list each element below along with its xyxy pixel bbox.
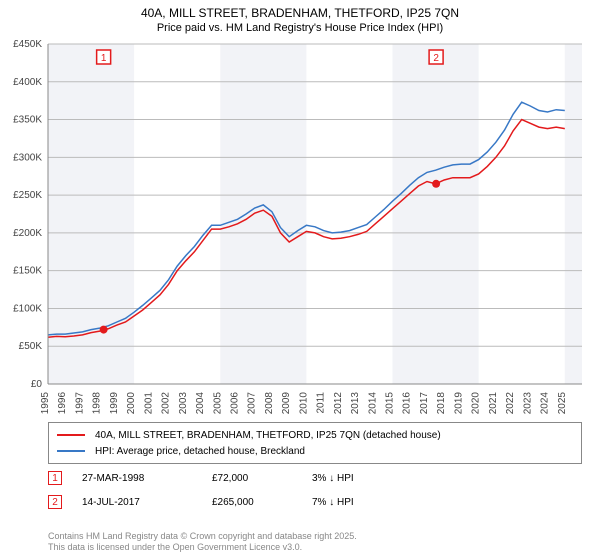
line-chart: £0£50K£100K£150K£200K£250K£300K£350K£400… [48, 44, 582, 384]
svg-text:2004: 2004 [195, 392, 206, 415]
svg-text:2005: 2005 [212, 392, 223, 415]
sale-date: 27-MAR-1998 [82, 473, 212, 484]
sale-price: £72,000 [212, 473, 312, 484]
svg-text:2023: 2023 [522, 392, 533, 415]
svg-text:2007: 2007 [247, 392, 258, 415]
svg-text:£50K: £50K [19, 341, 43, 352]
legend-box: 40A, MILL STREET, BRADENHAM, THETFORD, I… [48, 422, 582, 464]
svg-text:£350K: £350K [13, 115, 42, 126]
svg-text:2009: 2009 [281, 392, 292, 415]
svg-text:1995: 1995 [40, 392, 51, 415]
svg-text:£150K: £150K [13, 266, 42, 277]
chart-subtitle: Price paid vs. HM Land Registry's House … [0, 20, 600, 34]
legend-swatch [57, 450, 85, 452]
svg-text:£300K: £300K [13, 152, 42, 163]
svg-text:£100K: £100K [13, 303, 42, 314]
footer-text: Contains HM Land Registry data © Crown c… [48, 531, 357, 554]
sale-row-2: 2 14-JUL-2017 £265,000 7% ↓ HPI [48, 492, 582, 512]
svg-text:2021: 2021 [488, 392, 499, 415]
svg-text:2024: 2024 [540, 392, 551, 415]
svg-text:2002: 2002 [161, 392, 172, 415]
svg-text:2: 2 [433, 53, 439, 64]
svg-text:2025: 2025 [557, 392, 568, 415]
svg-text:1996: 1996 [57, 392, 68, 415]
chart-container: 40A, MILL STREET, BRADENHAM, THETFORD, I… [0, 0, 600, 560]
sale-diff: 7% ↓ HPI [312, 497, 412, 508]
sale-price: £265,000 [212, 497, 312, 508]
svg-text:2018: 2018 [436, 392, 447, 415]
svg-text:2013: 2013 [350, 392, 361, 415]
svg-text:2011: 2011 [316, 392, 327, 414]
legend-label: 40A, MILL STREET, BRADENHAM, THETFORD, I… [95, 430, 441, 441]
svg-text:1998: 1998 [92, 392, 103, 415]
svg-text:2000: 2000 [126, 392, 137, 415]
svg-text:2016: 2016 [402, 392, 413, 415]
svg-text:2012: 2012 [333, 392, 344, 415]
svg-text:2010: 2010 [298, 392, 309, 415]
svg-text:1997: 1997 [74, 392, 85, 415]
svg-text:£400K: £400K [13, 77, 42, 88]
legend-item-property: 40A, MILL STREET, BRADENHAM, THETFORD, I… [57, 427, 573, 443]
svg-text:2003: 2003 [178, 392, 189, 415]
svg-text:2001: 2001 [143, 392, 154, 415]
svg-text:£200K: £200K [13, 228, 42, 239]
legend-label: HPI: Average price, detached house, Brec… [95, 446, 305, 457]
svg-text:£450K: £450K [13, 39, 42, 50]
sale-marker-icon: 2 [48, 495, 62, 509]
sale-marker-icon: 1 [48, 471, 62, 485]
svg-text:2020: 2020 [471, 392, 482, 415]
svg-text:2019: 2019 [453, 392, 464, 415]
svg-text:£0: £0 [31, 379, 43, 390]
chart-area: £0£50K£100K£150K£200K£250K£300K£350K£400… [48, 44, 582, 384]
footer-line-2: This data is licensed under the Open Gov… [48, 542, 357, 554]
svg-text:2015: 2015 [385, 392, 396, 415]
svg-text:2006: 2006 [229, 392, 240, 415]
footer-line-1: Contains HM Land Registry data © Crown c… [48, 531, 357, 543]
svg-text:2008: 2008 [264, 392, 275, 415]
chart-title: 40A, MILL STREET, BRADENHAM, THETFORD, I… [0, 0, 600, 20]
svg-text:2014: 2014 [367, 392, 378, 415]
svg-text:1: 1 [101, 53, 107, 64]
svg-text:2017: 2017 [419, 392, 430, 415]
sale-date: 14-JUL-2017 [82, 497, 212, 508]
svg-text:2022: 2022 [505, 392, 516, 415]
legend-swatch [57, 434, 85, 436]
sale-row-1: 1 27-MAR-1998 £72,000 3% ↓ HPI [48, 468, 582, 488]
legend-item-hpi: HPI: Average price, detached house, Brec… [57, 443, 573, 459]
svg-text:1999: 1999 [109, 392, 120, 415]
svg-text:£250K: £250K [13, 190, 42, 201]
sale-diff: 3% ↓ HPI [312, 473, 412, 484]
